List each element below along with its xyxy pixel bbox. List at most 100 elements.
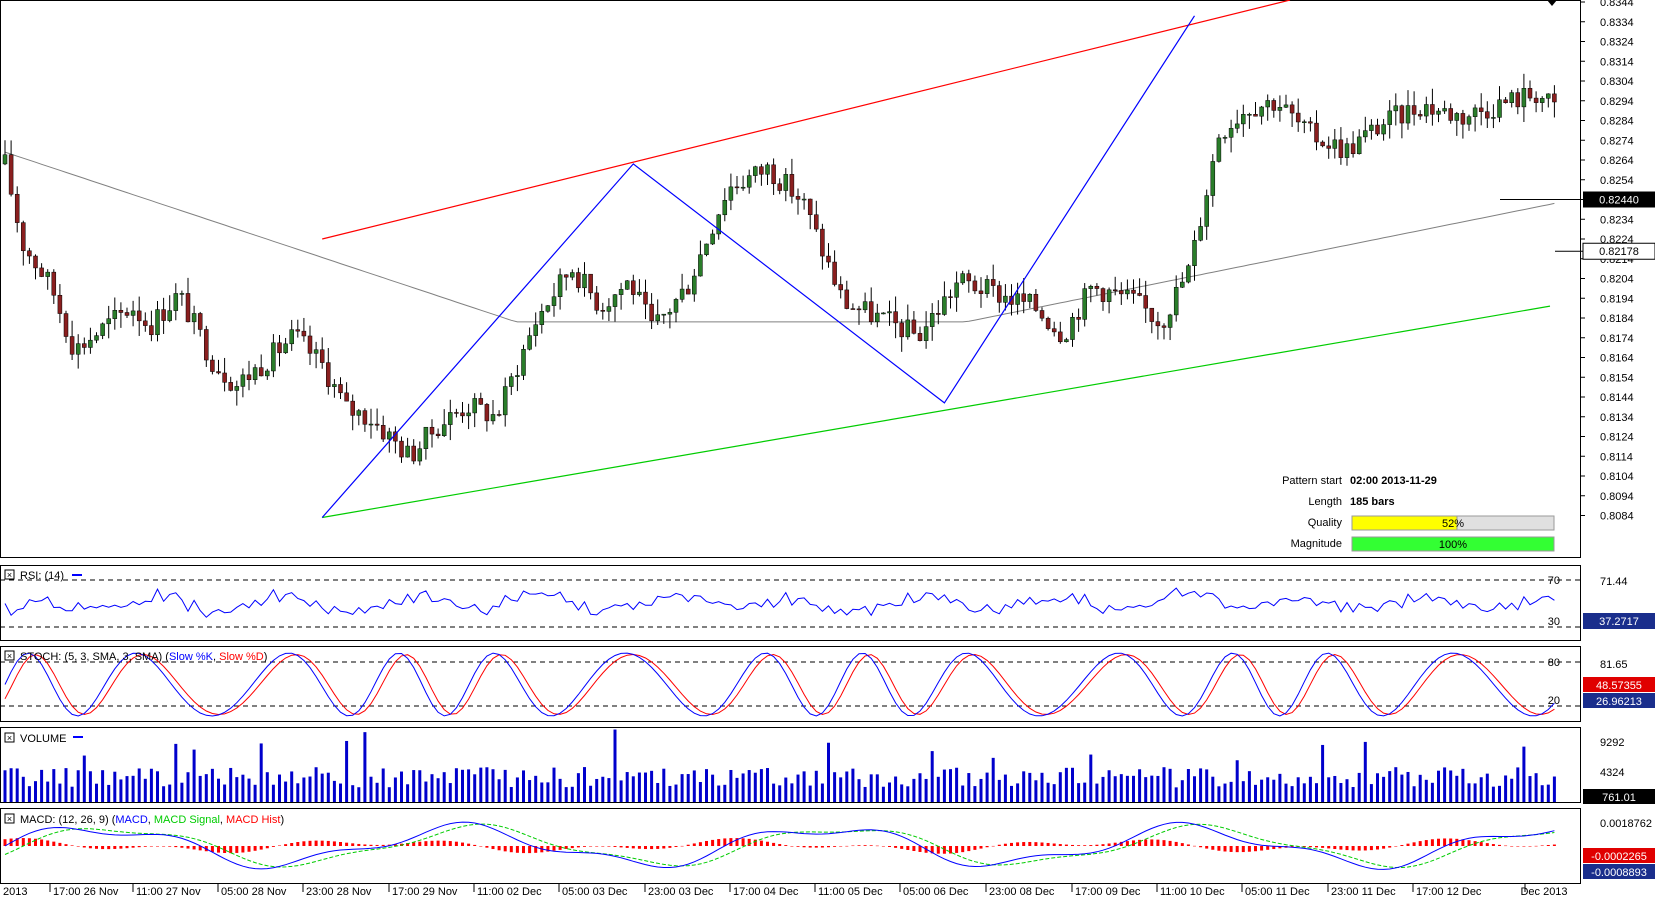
volume-axis-tick-high: 9292 <box>1600 737 1624 749</box>
volume-current-badge <box>1583 789 1655 804</box>
volume-bar <box>58 783 62 802</box>
volume-toggle-checkbox[interactable] <box>4 732 15 743</box>
macd-toggle-checkbox[interactable] <box>4 813 15 824</box>
volume-bar <box>564 787 568 802</box>
candle-up <box>289 329 294 345</box>
moving-average-line <box>4 151 1555 323</box>
volume-bar <box>985 772 989 802</box>
macd-hist-bar <box>534 846 538 853</box>
volume-bar <box>827 742 830 802</box>
macd-hist-bar <box>1552 844 1556 846</box>
macd-hist-bar <box>692 843 696 846</box>
candle-down <box>216 371 221 374</box>
volume-bar <box>1260 779 1264 802</box>
volume-bar <box>27 786 31 802</box>
macd-hist-bar <box>1193 845 1196 847</box>
candle-down <box>222 372 227 383</box>
macd-hist-bar <box>1168 840 1172 846</box>
macd-hist-bar <box>1229 846 1233 852</box>
stoch-toggle-icon: × <box>7 651 12 661</box>
volume-bar <box>1308 776 1312 802</box>
macd-hist-bar <box>1516 846 1520 847</box>
candle-down <box>197 313 203 330</box>
stoch-d-path <box>4 653 1555 716</box>
rsi-toggle-checkbox[interactable] <box>4 569 15 580</box>
stoch-toggle-checkbox[interactable] <box>4 650 15 661</box>
macd-hist-bar <box>58 842 62 846</box>
macd-hist-bar <box>107 846 111 850</box>
macd-current-value-b: -0.0008893 <box>1591 867 1647 879</box>
macd-hist-bar <box>1071 844 1074 846</box>
candle-down <box>258 367 264 377</box>
volume-bar <box>906 786 910 802</box>
stoch-legend-sep: , <box>213 651 219 663</box>
volume-bar <box>955 767 959 802</box>
volume-bar <box>369 776 373 802</box>
volume-bar <box>1333 775 1337 802</box>
volume-bar <box>662 768 666 802</box>
macd-hist-bar <box>70 845 74 846</box>
volume-bar <box>668 785 672 802</box>
volume-bar <box>631 776 635 802</box>
candle-up <box>753 166 758 176</box>
volume-bar <box>900 784 904 802</box>
macd-hist-bar <box>119 846 123 849</box>
candle-up <box>1546 93 1551 99</box>
upper-price-value: 0.82440 <box>1599 195 1639 207</box>
macd-hist-bar <box>1388 846 1392 848</box>
candle-up <box>173 293 179 311</box>
price-tick-label: 0.8294 <box>1600 96 1634 108</box>
volume-bar <box>1132 775 1135 802</box>
price-tick-label: 0.8314 <box>1600 56 1634 68</box>
candle-down <box>1271 100 1277 111</box>
volume-bar <box>1479 777 1483 802</box>
macd-hist-bar <box>284 844 288 846</box>
macd-hist-bar <box>1217 846 1221 851</box>
volume-bar <box>1485 773 1489 802</box>
macd-hist-bar <box>1369 846 1373 851</box>
candle-up <box>1277 107 1283 111</box>
volume-bar <box>589 785 593 802</box>
macd-hist-bar <box>1278 846 1282 849</box>
candle-down <box>826 255 831 263</box>
volume-bar <box>1394 767 1398 802</box>
macd-hist-bar <box>833 846 837 847</box>
candle-up <box>539 311 545 325</box>
candle-down <box>228 382 233 391</box>
candle-down <box>460 412 465 417</box>
volume-axis-tick-mid: 4324 <box>1600 767 1624 779</box>
volume-bar <box>546 782 550 802</box>
candle-down <box>1527 88 1533 99</box>
volume-bar <box>174 743 178 802</box>
volume-bar <box>1223 783 1227 802</box>
volume-bar <box>302 777 306 802</box>
volume-bar <box>143 778 147 802</box>
volume-bar <box>741 773 745 802</box>
price-tick-label: 0.8334 <box>1600 17 1634 29</box>
scroll-down-icon[interactable] <box>1547 0 1557 6</box>
macd-hist-bar <box>839 846 843 847</box>
candle-down <box>326 362 331 387</box>
macd-hist-bar <box>461 842 464 846</box>
candle-up <box>1070 317 1075 340</box>
time-tick-label: 17:00 29 Nov <box>392 886 458 897</box>
macd-hist-bar <box>186 846 190 849</box>
volume-panel: 9292 4324 761.01 × VOLUME <box>3 729 1655 804</box>
candle-down <box>631 280 636 295</box>
volume-bar <box>1022 771 1026 802</box>
candle-up <box>466 412 471 417</box>
macd-hist-bar <box>1333 846 1337 850</box>
macd-hist-bar <box>1290 846 1294 848</box>
volume-bar <box>997 779 1001 802</box>
volume-bar <box>820 783 824 802</box>
macd-hist-bar <box>894 846 898 848</box>
macd-hist-bar <box>162 846 166 847</box>
macd-hist-bar <box>601 846 605 847</box>
candle-down <box>301 330 307 337</box>
volume-bar <box>570 786 574 802</box>
candle-down <box>643 291 648 305</box>
volume-bar <box>1339 782 1343 802</box>
candle-up <box>1234 123 1240 129</box>
volume-bar <box>1522 746 1526 802</box>
volume-bar <box>34 781 37 802</box>
